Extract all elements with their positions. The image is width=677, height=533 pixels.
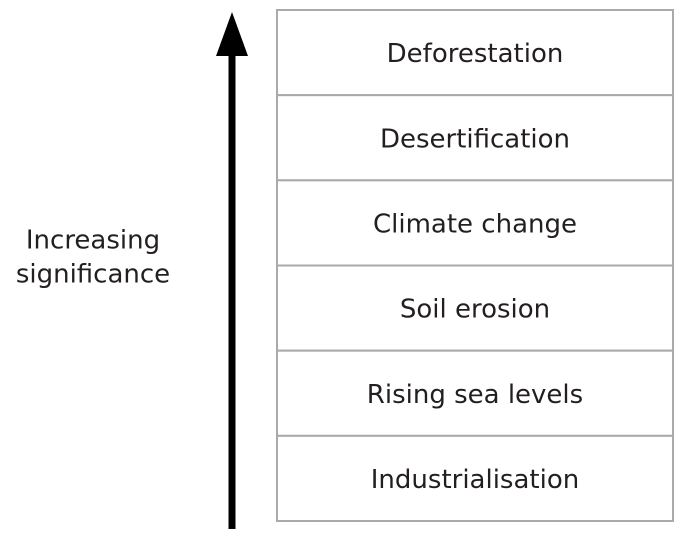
- item-box: [276, 434, 674, 523]
- axis-label: significance: [16, 260, 170, 290]
- item-label: Industrialisation: [371, 465, 579, 495]
- item-box: [276, 94, 674, 182]
- item-label: Rising sea levels: [367, 380, 583, 410]
- item-label: Climate change: [373, 209, 577, 239]
- item-box: [276, 264, 674, 352]
- item-label: Soil erosion: [400, 295, 550, 325]
- item-box: [276, 349, 674, 437]
- axis-label: Increasing: [26, 226, 160, 256]
- item-label: Deforestation: [387, 39, 564, 69]
- arrow-head: [216, 12, 248, 56]
- item-label: Desertification: [380, 124, 570, 154]
